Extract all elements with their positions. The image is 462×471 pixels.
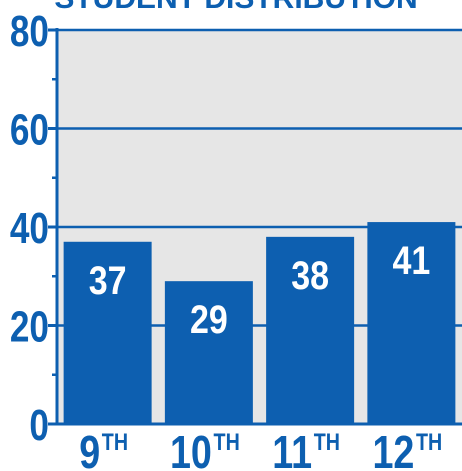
x-tick-label-2: 11TH [272,426,340,471]
x-tick-label-suffix-2: TH [314,428,340,455]
bar-3 [367,222,456,424]
chart-title: STUDENT DISTRIBUTION [54,0,417,15]
x-tick-label-number-0: 9 [79,426,100,471]
x-tick-label-number-3: 12 [372,426,414,471]
x-tick-label-3: 12TH [372,426,442,471]
x-tick-label-number-1: 10 [170,426,212,471]
y-tick-label-40: 40 [10,204,49,253]
bar-value-label-1: 29 [190,297,228,342]
y-tick-label-0: 0 [29,401,49,450]
x-tick-label-suffix-1: TH [214,428,240,455]
axis [48,28,462,426]
y-tick-labels: 0 20 40 60 80 [10,7,49,450]
y-tick-label-60: 60 [10,106,49,155]
x-tick-label-number-2: 11 [272,426,312,471]
bar-1 [164,281,253,424]
bar-value-label-0: 37 [89,257,127,302]
bar-value-label-3: 41 [392,237,430,282]
bar-value-label-2: 38 [291,252,329,297]
bars: 37 29 38 41 [63,222,456,424]
x-tick-label-suffix-3: TH [416,428,442,455]
x-tick-label-0: 9TH [79,426,128,471]
y-tick-label-80: 80 [10,7,49,56]
y-tick-label-20: 20 [10,303,49,352]
x-tick-label-suffix-0: TH [102,428,128,455]
x-tick-label-1: 10TH [170,426,240,471]
x-tick-labels: 9TH 10TH 11TH 12TH [79,426,442,471]
bar-2 [266,236,355,424]
bar-0 [63,241,152,424]
